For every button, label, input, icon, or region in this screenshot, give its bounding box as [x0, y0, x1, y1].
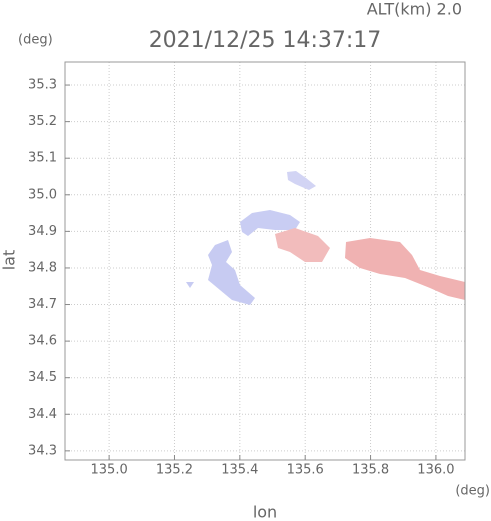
y-unit: (deg) — [18, 33, 53, 48]
y-tick-label: 34.9 — [28, 224, 57, 239]
echo-blue — [287, 171, 316, 190]
x-axis-label: lon — [253, 503, 277, 521]
x-tick-label: 135.0 — [91, 463, 128, 478]
echo-red — [275, 228, 330, 262]
x-tick-label: 135.6 — [287, 463, 324, 478]
y-tick-label: 34.4 — [28, 407, 57, 422]
y-tick-label: 35.0 — [28, 187, 57, 202]
y-tick-label: 34.3 — [28, 443, 57, 458]
echo-blue — [208, 240, 255, 305]
grid — [65, 62, 465, 460]
x-tick-label: 135.4 — [221, 463, 258, 478]
y-tick-label: 35.3 — [28, 78, 57, 93]
echoes — [186, 171, 465, 305]
x-tick-label: 135.2 — [156, 463, 193, 478]
chart-title: 2021/12/25 14:37:17 — [149, 28, 382, 53]
echo-red — [345, 238, 465, 300]
y-tick-label: 34.5 — [28, 370, 57, 385]
y-tick-label: 34.6 — [28, 334, 57, 349]
x-tick-label: 136.0 — [417, 463, 454, 478]
y-tick-label: 34.7 — [28, 297, 57, 312]
y-tick-label: 35.1 — [28, 151, 57, 166]
y-axis-label: lat — [0, 250, 19, 271]
echo-blue — [186, 282, 194, 288]
y-tick-label: 35.2 — [28, 114, 57, 129]
x-unit: (deg) — [455, 484, 490, 499]
subtitle: ALT(km) 2.0 — [367, 0, 462, 19]
y-tick-label: 34.8 — [28, 260, 57, 275]
x-tick-label: 135.8 — [352, 463, 389, 478]
plot-frame — [64, 61, 466, 461]
echo-blue — [240, 210, 300, 236]
